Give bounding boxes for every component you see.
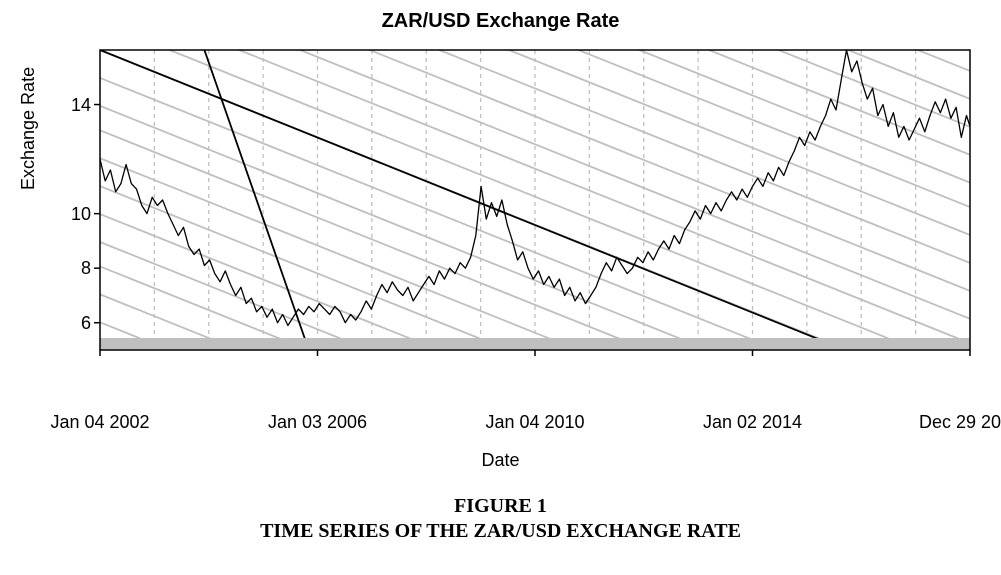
y-tick-label: 14 [41,96,91,114]
figure-caption-number: FIGURE 1 [0,495,1001,518]
x-tick-label: Jan 02 2014 [693,412,813,433]
plot-area [100,50,970,350]
x-axis-label: Date [0,450,1001,471]
y-axis-label: Exchange Rate [18,67,39,190]
chart-title: ZAR/USD Exchange Rate [0,10,1001,33]
y-tick-label: 8 [41,259,91,277]
figure-page: ZAR/USD Exchange Rate Exchange Rate 6 8 10… [0,0,1001,575]
x-tick-label: Jan 03 2006 [258,412,378,433]
y-tick-label: 10 [41,205,91,223]
x-tick-label: Jan 04 2010 [475,412,595,433]
x-tick-label: Jan 04 2002 [40,412,160,433]
y-tick-label: 6 [41,314,91,332]
figure-caption-text: TIME SERIES OF THE ZAR/USD EXCHANGE RATE [0,520,1001,543]
x-tick-label: Dec 29 2017 [910,412,1001,433]
